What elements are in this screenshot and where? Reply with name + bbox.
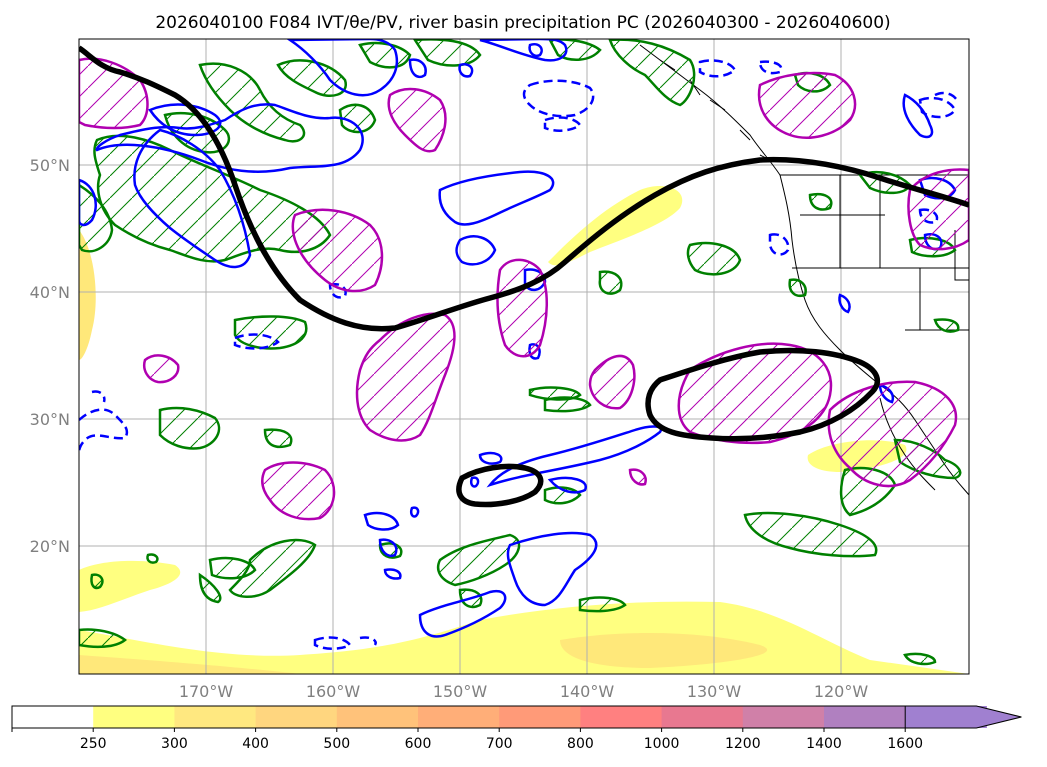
latitude-labels: 20°N 30°N 40°N 50°N (30, 156, 70, 556)
colorbar-tick-label: 700 (486, 736, 513, 752)
colorbar-segment (661, 706, 744, 728)
map-border (78, 38, 970, 675)
colorbar-tick-label: 400 (242, 736, 269, 752)
colorbar-tick-label: 250 (80, 736, 107, 752)
lon-label-140w: 140°W (560, 682, 615, 701)
colorbar-extend-arrow (904, 705, 1022, 729)
colorbar-segment (174, 706, 257, 728)
colorbar-tick-label: 800 (567, 736, 594, 752)
colorbar-tick-label: 1200 (725, 736, 761, 752)
lat-label-30: 30°N (30, 410, 70, 429)
colorbar-segment (418, 706, 500, 728)
lon-label-120w: 120°W (814, 682, 869, 701)
colorbar-segment (336, 706, 419, 728)
lat-label-20: 20°N (30, 537, 70, 556)
colorbar-tick-label: 500 (323, 736, 350, 752)
colorbar-tick-label: 600 (405, 736, 432, 752)
longitude-labels: 170°W 160°W 150°W 140°W 130°W 120°W (179, 682, 869, 701)
lat-label-50: 50°N (30, 156, 70, 175)
colorbar-tick-label: 1000 (644, 736, 680, 752)
colorbar: 250 300 400 500 600 700 800 1000 1200 1400 1600 (11, 705, 1022, 752)
lon-label-150w: 150°W (433, 682, 488, 701)
colorbar-segment (12, 706, 94, 728)
colorbar-segment (499, 706, 581, 728)
colorbar-tick-label: 1600 (887, 736, 923, 752)
pv-negative-contours (79, 39, 957, 638)
lon-label-160w: 160°W (306, 682, 361, 701)
map-panel (79, 39, 969, 674)
colorbar-segment (742, 706, 825, 728)
lon-label-170w: 170°W (179, 682, 234, 701)
colorbar-tick-label: 300 (161, 736, 188, 752)
colorbar-segment (93, 706, 175, 728)
pv-positive-contours (79, 39, 962, 666)
colorbar-segment (824, 706, 906, 728)
map-title: 2026040100 F084 IVT/θe/PV, river basin p… (155, 13, 890, 33)
colorbar-segment (255, 706, 338, 728)
colorbar-tick-label: 1400 (806, 736, 842, 752)
colorbar-segment (580, 706, 663, 728)
lat-label-40: 40°N (30, 283, 70, 302)
lon-label-130w: 130°W (687, 682, 742, 701)
theta-e-contour (79, 45, 969, 508)
colorbar-outline (11, 705, 906, 729)
precip-pc-contours (79, 57, 969, 521)
